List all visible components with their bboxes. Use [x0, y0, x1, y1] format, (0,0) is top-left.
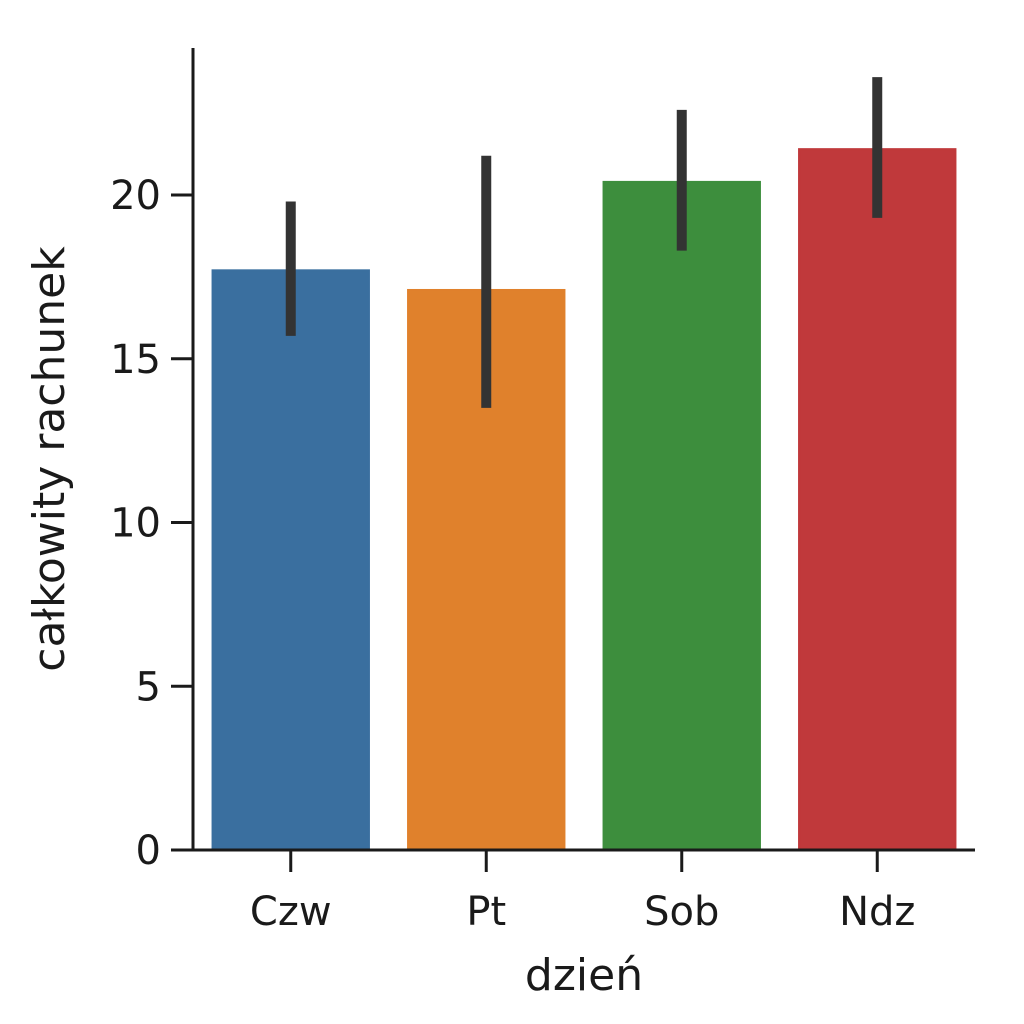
bar-sob — [602, 180, 761, 851]
bars-layer — [211, 148, 957, 852]
y-tick-label: 5 — [136, 664, 161, 710]
x-tick-label: Pt — [466, 889, 506, 935]
y-tick-label: 10 — [110, 501, 161, 547]
error-bars-layer — [285, 77, 883, 408]
x-axis-title: dzień — [525, 950, 643, 1001]
y-ticks: 0 5 10 15 20 — [110, 173, 193, 874]
y-tick-label: 20 — [110, 173, 161, 219]
y-tick-label: 15 — [110, 337, 161, 383]
bar-czw — [211, 269, 370, 851]
x-tick-label: Ndz — [839, 889, 915, 935]
x-tick-label: Sob — [644, 889, 719, 935]
x-tick-label: Czw — [250, 889, 332, 935]
y-axis-title: całkowity rachunek — [24, 246, 75, 672]
x-ticks: Czw Pt Sob Ndz — [250, 850, 915, 935]
bar-ndz — [798, 148, 957, 851]
y-tick-label: 0 — [136, 828, 161, 874]
